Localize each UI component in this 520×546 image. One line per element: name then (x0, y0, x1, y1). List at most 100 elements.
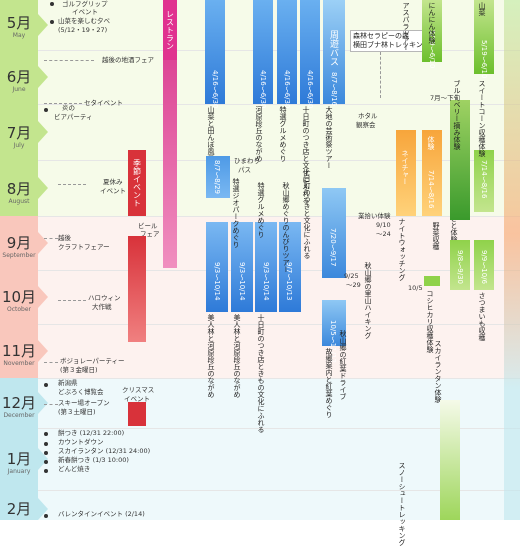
kisetsu-event-tag[interactable]: 季節イベント (128, 150, 146, 216)
bus-bar-5[interactable] (206, 222, 228, 312)
month-arrow (38, 121, 48, 143)
month-label: 8月 (6, 180, 32, 198)
label-satoyama: 秋山郷の里山ハイキング (364, 262, 372, 339)
taiken-date: 7/14〜8/16 (427, 170, 435, 209)
month-november: 11月 November (0, 324, 38, 379)
bus-bar-1[interactable] (205, 0, 225, 104)
event-mochi: 餅つき (12/31 22:00) (58, 429, 125, 437)
event-ski-line2: (第３土曜日) (58, 408, 96, 416)
month-en-label: December (3, 412, 35, 419)
label-sansai: 山菜と田んぼ風景を訪ねて (207, 106, 215, 190)
shuyu-bus-bar-3[interactable] (322, 300, 346, 346)
label-kawabata: 河原段丘のながめ (255, 106, 263, 162)
early-bar-2-date: 5/19〜6/10 (480, 40, 488, 79)
mori-connector (380, 52, 381, 98)
apple-bar-1[interactable] (450, 240, 470, 290)
event-dot (44, 383, 48, 387)
bus-bar-4-date: 4/16〜6/30 (306, 70, 314, 109)
mori-label[interactable]: 森林セラピーの森 横田ブナ林トレッキング (350, 30, 433, 52)
month-en-label: July (13, 142, 25, 149)
bus-bar-1-date: 4/16〜6/30 (211, 70, 219, 109)
event-leader (44, 103, 82, 104)
shuyu-bus-bar[interactable] (323, 0, 345, 104)
shuyu-bus-2-date: 7/20〜9/17 (329, 228, 337, 267)
early-bar-1[interactable] (422, 0, 442, 62)
apple-bar-1-date: 9/8〜9/30 (456, 250, 464, 284)
month-october: 10月 October (0, 270, 38, 325)
taiken-bar[interactable] (422, 130, 442, 216)
apple-bar-2-date: 9/9〜10/6 (480, 250, 488, 284)
mori-line1: 森林セラピーの森 (353, 32, 409, 40)
month-label: 10月 (1, 288, 37, 306)
bus-bar-6[interactable] (231, 222, 253, 312)
month-arrow (38, 448, 48, 470)
event-hono: 炎の (62, 104, 75, 112)
month-label: 12月 (1, 394, 37, 412)
label-d910: 9/10 (376, 221, 391, 229)
label-hotaru-line2: 観察会 (356, 121, 376, 129)
band-november (38, 324, 520, 378)
bus-bar-7[interactable] (255, 222, 277, 312)
koshi-bar[interactable] (424, 276, 440, 286)
bus-bar-4[interactable] (300, 0, 320, 104)
event-leader (44, 362, 58, 363)
mori-line2: 横田ブナ林トレッキング (353, 41, 430, 49)
bus-bar-8[interactable] (279, 222, 301, 312)
event-dot (44, 432, 48, 436)
event-craft-line2: クラフトフェアー (58, 243, 110, 251)
event-bojo-line2: (第３金曜日) (60, 366, 98, 374)
label-niniku: にんにん体験 (428, 2, 436, 44)
label-himawari-line2: パス (238, 166, 251, 174)
nature-bar-label: ネイチャー (401, 150, 409, 185)
himawari-bar[interactable] (206, 156, 230, 198)
month-label: 9月 (6, 234, 32, 252)
label-tokamachi-food: 特選グルメめぐり (257, 182, 265, 238)
month-july: 7月 July (0, 104, 38, 161)
event-craft: 越後 (58, 234, 71, 242)
bus-bar-3-date: 4/16〜6/30 (283, 70, 291, 109)
label-d925: 9/25 (344, 272, 359, 280)
bus-bar-3[interactable] (277, 0, 297, 104)
apple-bar-2[interactable] (474, 240, 494, 290)
nature-bar[interactable] (396, 130, 416, 216)
label-bigaku: 美人林と河原段丘のながめ (207, 314, 215, 398)
month-december: 12月 December (0, 378, 38, 429)
bus-bar-5-date: 9/3〜10/14 (213, 262, 221, 301)
shuyu-bus-date: 8/7〜8/16 (330, 72, 338, 106)
early-bar-2[interactable] (474, 0, 494, 74)
shuyu-bus-3-date: 10/5〜11/12 (329, 320, 337, 363)
label-akiyama: 秋山郷めぐりのんびりツアー (282, 182, 290, 273)
month-label: 1月 (6, 450, 32, 468)
event-xmas: クリスマス (122, 386, 155, 394)
divider (0, 378, 520, 379)
event-natsu: 夏休み (103, 178, 123, 186)
month-august: 8月 August (0, 160, 38, 217)
sky-bar[interactable] (440, 400, 460, 520)
label-hotaru: ホタル (358, 112, 378, 120)
band-february (38, 490, 520, 520)
restaurant-tag[interactable]: レストラン (163, 0, 177, 60)
event-valentine: バレンタインイベント (2/14) (58, 510, 145, 518)
month-label: 11月 (1, 342, 37, 360)
bus-bar-2[interactable] (253, 0, 273, 104)
event-leader (58, 300, 86, 301)
label-sky: スカイランタン体験 (434, 340, 442, 403)
month-label: 7月 (6, 124, 32, 142)
corn-date: 7/14〜8/16 (480, 160, 488, 199)
label-d924: 〜24 (376, 230, 391, 238)
event-natsu-line2: イベント (100, 187, 126, 195)
month-june: 6月 June (0, 50, 38, 105)
blueberry-bar[interactable] (450, 100, 470, 220)
event-sansai: 山菜を楽しむ夕べ (58, 17, 110, 25)
label-blueberry: ブルーベリー摘み体験 (453, 80, 461, 150)
event-dot (44, 460, 48, 464)
bus-bar-8-date: 9/7〜10/13 (285, 262, 293, 301)
corn-bar[interactable] (474, 150, 494, 212)
event-sansai-dates: (5/12・19・27) (58, 26, 108, 34)
label-asparagus: アスパラツアー (402, 2, 410, 51)
event-beer: ビール (138, 222, 158, 230)
label-gyouzui: 業拾い体験 (358, 212, 391, 220)
label-koshi: コシヒカリ収穫体験 (426, 290, 434, 353)
shuyu-bus-bar-2[interactable] (322, 188, 346, 278)
event-setai: セタイベント (84, 99, 123, 107)
